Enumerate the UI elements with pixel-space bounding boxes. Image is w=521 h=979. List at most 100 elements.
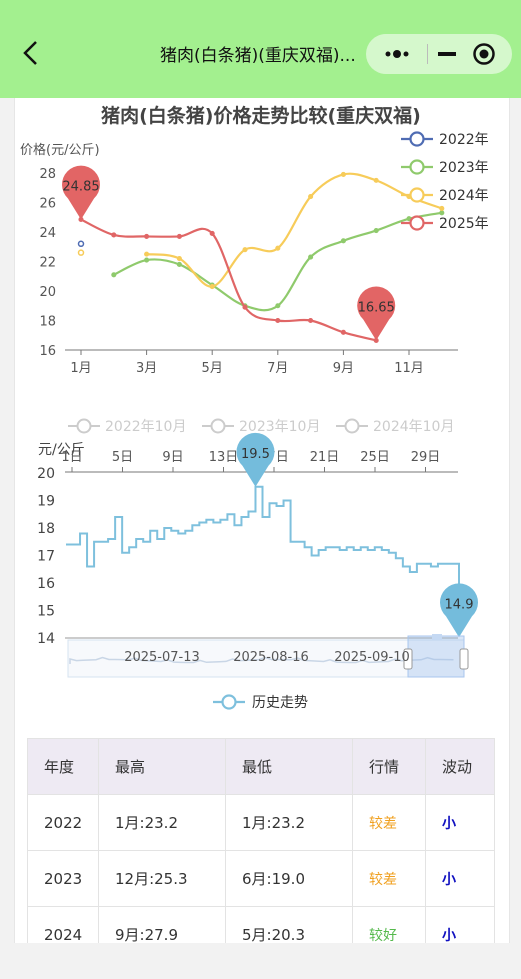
y-tick-label: 28 [39, 167, 56, 182]
x-tick-label: 11月 [394, 361, 424, 376]
y-axis-label: 元/公斤 [38, 442, 85, 458]
close-target-icon[interactable] [470, 41, 498, 67]
y-tick-label: 20 [37, 466, 55, 482]
table-cell: 小 [425, 794, 495, 851]
x-tick-label: 13日 [209, 450, 239, 465]
x-tick-label: 1日 [61, 450, 82, 465]
data-point [340, 171, 346, 178]
data-point [111, 232, 117, 238]
max-pin [62, 165, 100, 220]
data-point [242, 247, 248, 253]
data-point [209, 230, 215, 237]
legend-label: 2023年 [439, 160, 489, 176]
data-point [373, 227, 379, 234]
x-tick-label: 7月 [267, 361, 288, 376]
y-tick-label: 26 [39, 197, 56, 212]
x-tick-label: 9日 [162, 450, 183, 465]
y-tick-label: 18 [37, 521, 55, 537]
mini-program-capsule [366, 34, 512, 74]
max-pin [236, 432, 275, 487]
x-tick-label: 5日 [112, 450, 133, 465]
header-trend: 行情 [352, 738, 426, 795]
x-tick-label: 3月 [136, 361, 157, 376]
data-point [308, 254, 314, 260]
table-cell: 1月:23.2 [98, 794, 226, 851]
y-axis-label: 价格(元/公斤) [20, 142, 100, 158]
y-tick-label: 15 [37, 604, 55, 620]
legend-marker [409, 215, 425, 231]
data-point [176, 256, 182, 262]
legend-label: 2022年 [439, 132, 489, 148]
zoom-preview-line [69, 656, 454, 664]
data-point [144, 257, 150, 263]
month-legend-label: 2024年10月 [373, 419, 454, 435]
data-point [340, 329, 346, 335]
table-cell: 6月:19.0 [225, 850, 353, 907]
legend-label: 2025年 [439, 216, 489, 232]
data-point [242, 304, 248, 310]
data-point [340, 238, 346, 244]
table-cell: 较差 [352, 850, 426, 907]
data-point [308, 194, 314, 200]
price-comparison-chart: 猪肉(白条猪)价格走势比较(重庆双福) 价格(元/公斤) 28 26 24 22 20 1… [20, 104, 489, 376]
series-line-2024年 [146, 172, 443, 288]
more-dots-icon[interactable] [380, 43, 414, 65]
table-cell: 2022 [27, 794, 99, 851]
header-min: 最低 [225, 738, 353, 795]
history-trend-chart: 2022年10月 2023年10月 2024年10月 元/公斤 1日 5日 9日 13日 1… [37, 418, 478, 711]
min-pin-label: 16.65 [358, 300, 395, 315]
table-row: 2023 12月:25.3 6月:19.0 较差小 [27, 850, 495, 907]
legend-marker [409, 187, 425, 203]
page-title: 猪肉(白条猪)(重庆双福)... [160, 46, 356, 66]
y-tick-label: 14 [37, 631, 55, 647]
summary-table: 年度 最高 最低 行情 波动 2022 1月:23.2 1月:23.2 较差小 2023… [27, 738, 495, 963]
series-line-2025年 [80, 218, 377, 342]
y-tick-label: 19 [37, 494, 55, 510]
legend-marker [409, 159, 425, 175]
x-tick-label: 9月 [333, 361, 354, 376]
back-arrow-icon[interactable] [18, 38, 44, 68]
data-point [111, 272, 117, 278]
zoom-grip [432, 634, 442, 640]
month-legend-marker [210, 418, 226, 434]
data-point [275, 303, 281, 309]
month-legend-marker [76, 418, 92, 434]
x-tick-label: 29日 [411, 450, 441, 465]
zoom-handle-left[interactable] [403, 648, 413, 670]
data-point [144, 251, 150, 257]
zoom-label: 2025-08-16 [233, 650, 309, 665]
data-point [176, 261, 182, 268]
data-point [144, 233, 150, 239]
minimize-icon[interactable] [428, 43, 468, 65]
zoom-label: 2025-09-10 [334, 650, 410, 665]
y-tick-label: 16 [37, 576, 55, 592]
x-tick-label: 1月 [70, 361, 91, 376]
bottom-gap [0, 943, 521, 979]
y-tick-label: 22 [39, 256, 56, 271]
legend-marker [409, 131, 425, 147]
zoom-handle-right[interactable] [459, 648, 469, 670]
min-pin [439, 583, 478, 638]
chart-title: 猪肉(白条猪)价格走势比较(重庆双福) [100, 104, 421, 127]
zoom-selection [407, 635, 465, 678]
data-point [275, 245, 281, 251]
data-point [373, 177, 379, 183]
data-point [439, 210, 445, 216]
history-line [66, 485, 460, 614]
data-point [176, 233, 182, 239]
capsule-divider [427, 44, 428, 64]
x-tick-label: 25日 [360, 450, 390, 465]
y-tick-label: 24 [39, 226, 56, 241]
zoom-label: 2025-07-13 [124, 650, 200, 665]
x-tick-label: 5月 [202, 361, 223, 376]
month-legend-label: 2023年10月 [239, 419, 320, 435]
data-point [77, 249, 85, 256]
month-legend-marker [344, 418, 360, 434]
legend-marker [221, 694, 237, 710]
max-pin-label: 19.5 [241, 447, 270, 462]
max-pin-label: 24.85 [62, 179, 99, 194]
y-tick-label: 16 [39, 344, 56, 359]
header-max: 最高 [98, 738, 226, 795]
min-pin-label: 14.9 [445, 597, 474, 612]
table-cell: 12月:25.3 [98, 850, 226, 907]
